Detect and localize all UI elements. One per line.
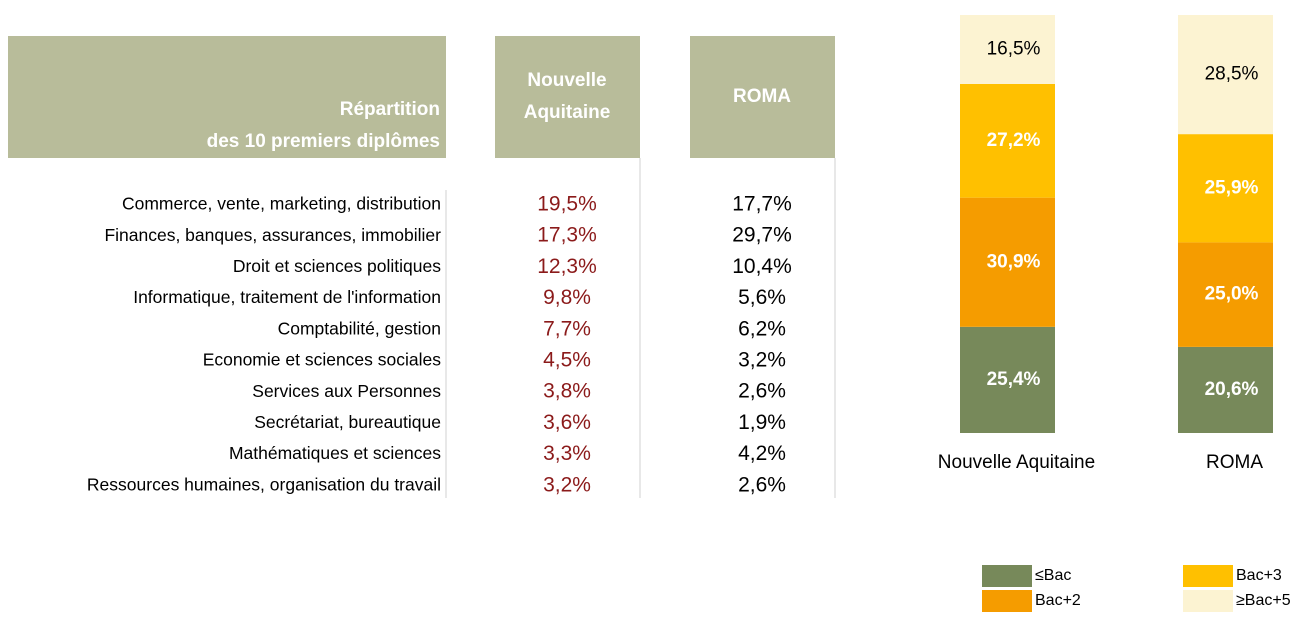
legend-swatch (1183, 565, 1233, 587)
cell-value: 2,6% (738, 473, 786, 496)
row-label: Informatique, traitement de l'informatio… (133, 287, 441, 307)
data-label: 20,6% (1205, 379, 1259, 400)
cell-value: 12,3% (537, 255, 597, 278)
cell-value: 3,3% (543, 442, 591, 465)
cell-value: 19,5% (537, 193, 597, 216)
cell-value: 29,7% (732, 224, 792, 247)
header-label: des 10 premiers diplômes (207, 131, 440, 152)
legend-label: ≥Bac+5 (1236, 592, 1291, 609)
cell-value: 2,6% (738, 380, 786, 403)
legend-swatch (1183, 590, 1233, 612)
bar-segment (960, 197, 1055, 327)
cell-value: 17,3% (537, 224, 597, 247)
header-label: Répartition (340, 99, 440, 120)
data-label: 25,0% (1205, 284, 1259, 305)
legend-swatch (982, 565, 1032, 587)
cell-value: 10,4% (732, 255, 792, 278)
row-label: Droit et sciences politiques (233, 256, 441, 276)
legend-label: ≤Bac (1035, 567, 1071, 584)
bar-segment (960, 83, 1055, 198)
cell-value: 3,2% (738, 349, 786, 372)
bar-segment (1178, 134, 1273, 243)
header-cell (690, 36, 835, 158)
bar-segment (1178, 15, 1273, 135)
row-label: Secrétariat, bureautique (254, 412, 441, 432)
category-label: Nouvelle Aquitaine (938, 452, 1095, 473)
row-label: Economie et sciences sociales (203, 350, 442, 370)
bar-segment (1178, 346, 1273, 433)
row-label: Ressources humaines, organisation du tra… (87, 474, 441, 494)
cell-value: 3,2% (543, 473, 591, 496)
row-label: Finances, banques, assurances, immobilie… (104, 225, 441, 245)
bar-segment (960, 15, 1055, 84)
row-label: Services aux Personnes (252, 381, 441, 401)
category-label: ROMA (1206, 452, 1263, 473)
header-label: Nouvelle (527, 70, 606, 91)
bar-segment (1178, 242, 1273, 347)
row-label: Mathématiques et sciences (229, 443, 441, 463)
cell-value: 6,2% (738, 317, 786, 340)
cell-value: 1,9% (738, 411, 786, 434)
legend-swatch (982, 590, 1032, 612)
cell-value: 3,6% (543, 411, 591, 434)
cell-value: 4,2% (738, 442, 786, 465)
header-label: ROMA (733, 86, 791, 107)
row-label: Comptabilité, gestion (278, 318, 441, 338)
cell-value: 7,7% (543, 317, 591, 340)
cell-value: 3,8% (543, 380, 591, 403)
header-cell (8, 36, 446, 158)
data-label: 27,2% (987, 130, 1041, 151)
legend-label: Bac+3 (1236, 567, 1282, 584)
header-label: Aquitaine (524, 102, 611, 123)
data-label: 30,9% (987, 251, 1041, 272)
data-label: 25,4% (987, 369, 1041, 390)
cell-value: 5,6% (738, 286, 786, 309)
data-label: 25,9% (1205, 177, 1259, 198)
cell-value: 4,5% (543, 349, 591, 372)
legend-label: Bac+2 (1035, 592, 1081, 609)
cell-value: 17,7% (732, 193, 792, 216)
header-cell (495, 36, 640, 158)
data-label: 28,5% (1205, 64, 1259, 85)
bar-segment (960, 326, 1055, 433)
row-label: Commerce, vente, marketing, distribution (122, 194, 441, 214)
cell-value: 9,8% (543, 286, 591, 309)
data-label: 16,5% (987, 39, 1041, 60)
